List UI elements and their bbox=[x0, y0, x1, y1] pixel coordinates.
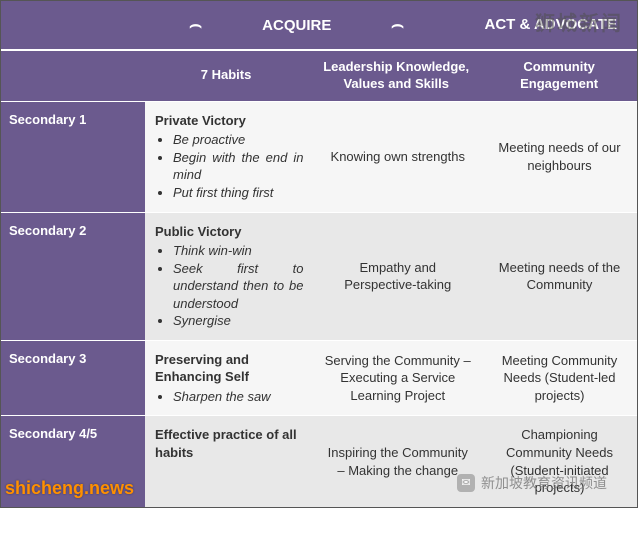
row-level: Secondary 3 bbox=[1, 341, 145, 416]
row-community: Championing Community Needs (Student-ini… bbox=[482, 416, 637, 506]
bracket-right-icon: ⌢ bbox=[331, 14, 464, 37]
table-row: Secondary 4/5 Effective practice of all h… bbox=[1, 415, 637, 506]
habits-title: Effective practice of all habits bbox=[155, 426, 304, 461]
row-leadership: Inspiring the Community – Making the cha… bbox=[314, 416, 483, 506]
habits-list-item: Sharpen the saw bbox=[173, 388, 304, 406]
habits-list: Sharpen the saw bbox=[155, 388, 304, 406]
row-leadership: Empathy and Perspective-taking bbox=[314, 213, 483, 340]
header-acquire: ⌢ ACQUIRE ⌢ bbox=[129, 1, 465, 49]
row-community: Meeting Community Needs (Student-led pro… bbox=[482, 341, 637, 416]
top-header-row: ⌢ ACQUIRE ⌢ ACT & ADVOCATE bbox=[1, 1, 637, 51]
subheader-community: Community Engagement bbox=[481, 51, 637, 101]
habits-title: Public Victory bbox=[155, 223, 304, 241]
habits-list-item: Begin with the end in mind bbox=[173, 149, 304, 184]
row-habits: Public VictoryThink win-winSeek first to… bbox=[145, 213, 314, 340]
row-leadership: Serving the Community – Executing a Serv… bbox=[314, 341, 483, 416]
table-row: Secondary 2Public VictoryThink win-winSe… bbox=[1, 212, 637, 340]
row-level: Secondary 1 bbox=[1, 102, 145, 212]
row-habits: Private VictoryBe proactiveBegin with th… bbox=[145, 102, 314, 212]
subheader-blank bbox=[1, 51, 141, 101]
header-act-advocate: ACT & ADVOCATE bbox=[465, 1, 637, 49]
habits-title: Private Victory bbox=[155, 112, 304, 130]
rows-container: Secondary 1Private VictoryBe proactiveBe… bbox=[1, 101, 637, 507]
habits-list-item: Think win-win bbox=[173, 242, 304, 260]
habits-title: Preserving and Enhancing Self bbox=[155, 351, 304, 386]
curriculum-table: 狮城新闻 ⌢ ACQUIRE ⌢ ACT & ADVOCATE 7 Habits… bbox=[0, 0, 638, 508]
row-community: Meeting needs of our neighbours bbox=[482, 102, 637, 212]
habits-list-item: Synergise bbox=[173, 312, 304, 330]
bracket-left-icon: ⌢ bbox=[129, 14, 262, 37]
row-community: Meeting needs of the Community bbox=[482, 213, 637, 340]
habits-list-item: Seek first to understand then to be unde… bbox=[173, 260, 304, 313]
row-level: Secondary 4/5 bbox=[1, 416, 145, 506]
table-row: Secondary 1Private VictoryBe proactiveBe… bbox=[1, 101, 637, 212]
habits-list-item: Be proactive bbox=[173, 131, 304, 149]
subheader-habits: 7 Habits bbox=[141, 51, 311, 101]
row-level: Secondary 2 bbox=[1, 213, 145, 340]
top-left-blank bbox=[1, 1, 129, 49]
row-habits: Preserving and Enhancing Self Sharpen the… bbox=[145, 341, 314, 416]
habits-list-item: Put first thing first bbox=[173, 184, 304, 202]
subheader-leadership: Leadership Knowledge, Values and Skills bbox=[311, 51, 481, 101]
habits-list: Be proactiveBegin with the end in mindPu… bbox=[155, 131, 304, 201]
sub-header-row: 7 Habits Leadership Knowledge, Values an… bbox=[1, 51, 637, 101]
row-habits: Effective practice of all habits bbox=[145, 416, 314, 506]
habits-list: Think win-winSeek first to understand th… bbox=[155, 242, 304, 330]
table-row: Secondary 3Preserving and Enhancing Self… bbox=[1, 340, 637, 416]
acquire-label: ACQUIRE bbox=[262, 17, 331, 34]
row-leadership: Knowing own strengths bbox=[314, 102, 483, 212]
